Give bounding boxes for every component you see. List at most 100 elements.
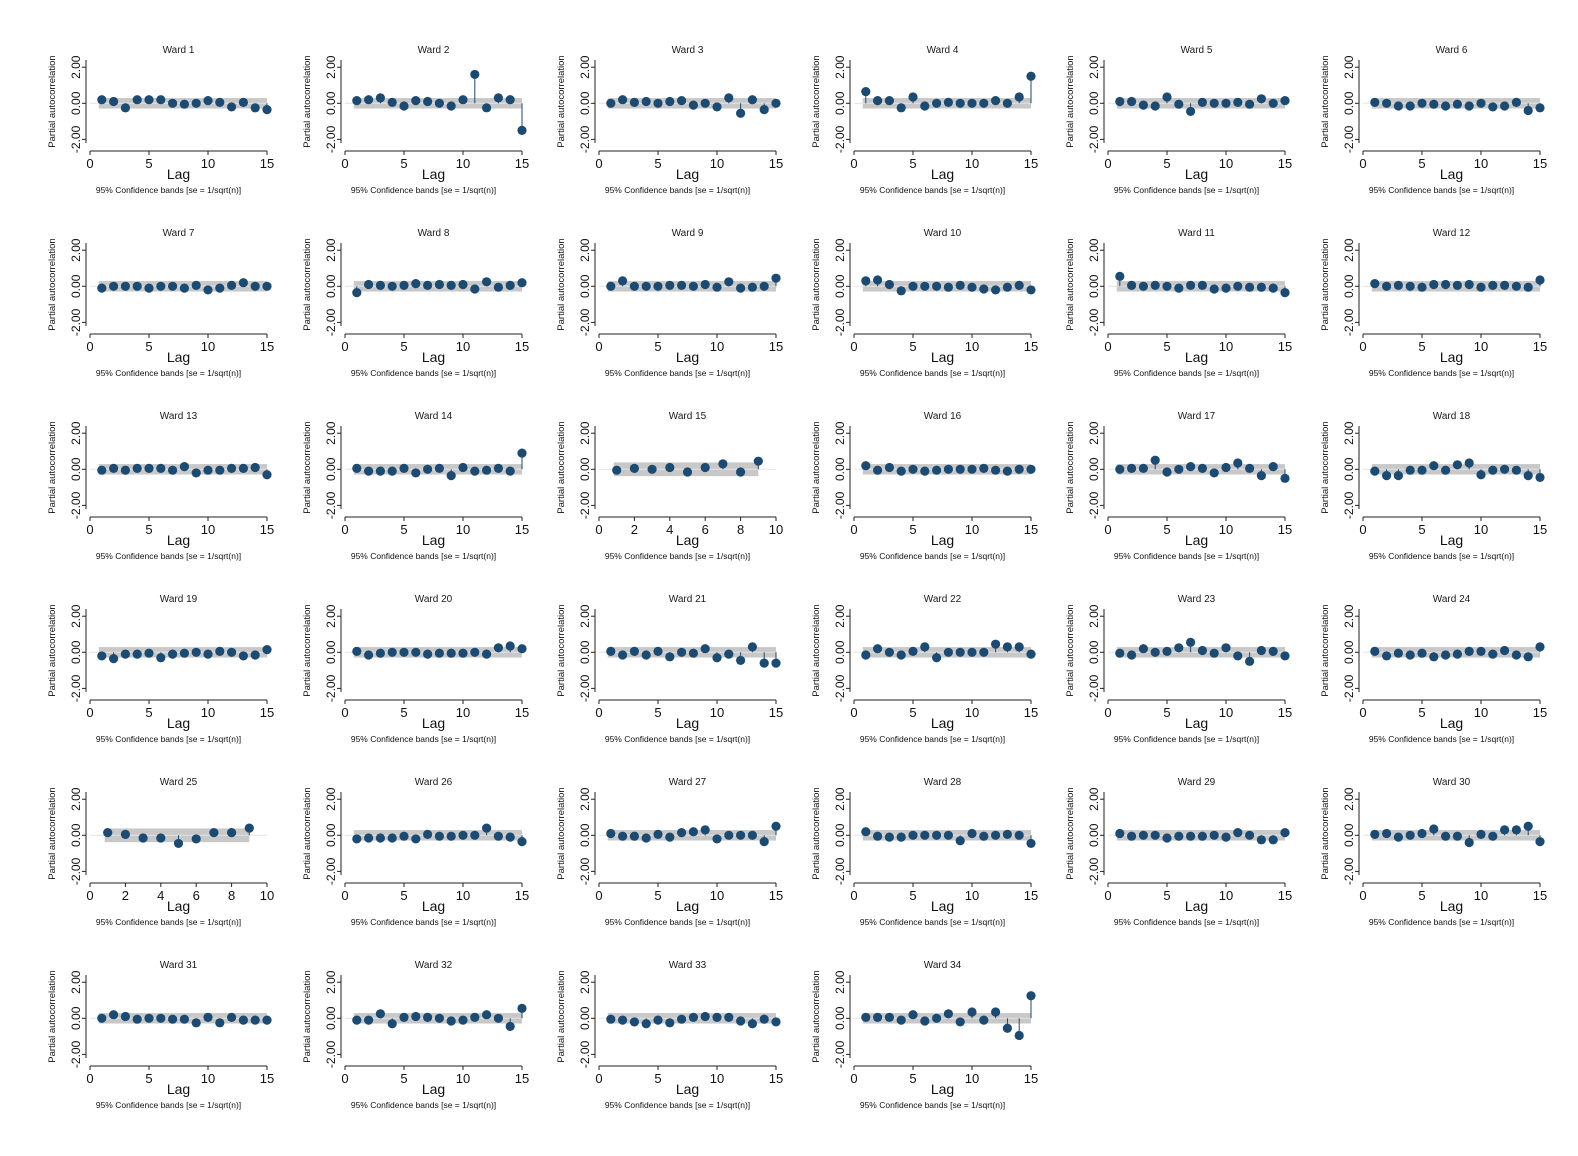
- y-tick-label: 2.00: [578, 421, 592, 445]
- x-tick-label: 5: [1163, 339, 1170, 354]
- y-tick-label: -2.00: [69, 125, 83, 153]
- pacf-point: [629, 281, 639, 291]
- x-tick-label: 15: [514, 888, 528, 903]
- y-axis-label: Partial autocorrelation: [47, 787, 58, 879]
- pacf-point: [156, 833, 166, 843]
- y-tick-label: 2.00: [578, 970, 592, 994]
- x-tick-label: 15: [769, 1071, 783, 1086]
- y-axis-label: Partial autocorrelation: [1320, 55, 1331, 147]
- pacf-point: [363, 279, 373, 290]
- pacf-point: [1487, 649, 1497, 659]
- pacf-point: [1256, 645, 1266, 656]
- pacf-point: [1221, 832, 1231, 842]
- x-tick-label: 0: [1359, 156, 1366, 171]
- pacf-point: [250, 281, 260, 291]
- pacf-point: [203, 1012, 213, 1023]
- y-tick-label: 2.00: [324, 970, 338, 994]
- confidence-note: 95% Confidence bands [se = 1/sqrt(n)]: [859, 551, 1004, 561]
- pacf-point: [771, 658, 781, 668]
- y-tick-label: 2.00: [578, 55, 592, 79]
- pacf-point: [1416, 648, 1427, 658]
- pacf-point: [144, 283, 154, 293]
- pacf-point: [1186, 637, 1196, 647]
- pacf-point: [955, 1017, 965, 1027]
- pacf-point: [1464, 837, 1474, 848]
- pacf-point: [759, 837, 769, 847]
- y-tick-label: -2.00: [833, 125, 847, 153]
- pacf-point: [1405, 281, 1415, 291]
- pacf-point: [1534, 642, 1545, 652]
- pacf-point: [1487, 831, 1497, 841]
- confidence-note: 95% Confidence bands [se = 1/sqrt(n)]: [1368, 368, 1513, 378]
- pacf-point: [1002, 1023, 1012, 1033]
- pacf-point: [978, 463, 988, 474]
- pacf-point: [398, 280, 409, 291]
- y-tick-label: 2.00: [69, 970, 83, 994]
- x-axis-label: Lag: [1185, 349, 1208, 365]
- x-tick-label: 10: [201, 339, 215, 354]
- panel-title: Ward 33: [669, 960, 707, 971]
- x-tick-label: 15: [1023, 156, 1037, 171]
- panel-title: Ward 15: [669, 411, 707, 422]
- pacf-point: [647, 464, 657, 474]
- x-tick-label: 15: [1278, 156, 1292, 171]
- y-axis-label: Partial autocorrelation: [556, 421, 567, 513]
- pacf-point: [363, 650, 373, 660]
- pacf-point: [1534, 837, 1545, 847]
- pacf-point: [238, 1015, 248, 1025]
- pacf-point: [1162, 281, 1172, 291]
- pacf-point: [410, 278, 420, 289]
- pacf-point: [653, 646, 663, 657]
- pacf-panel: Ward 28 -2.00 0.00 2.00 Partial autocorrelat…: [799, 772, 1055, 955]
- pacf-point: [1245, 830, 1255, 840]
- y-axis-label: Partial autocorrelation: [556, 787, 567, 879]
- y-axis-label: Partial autocorrelation: [47, 55, 58, 147]
- x-tick-label: 0: [850, 705, 857, 720]
- y-tick-label: -2.00: [324, 1040, 338, 1068]
- pacf-point: [1233, 281, 1243, 291]
- y-tick-label: 2.00: [833, 787, 847, 811]
- pacf-chart: Ward 1 -2.00 0.00 2.00 Partial autocorrelati…: [47, 45, 274, 195]
- x-tick-label: 10: [769, 522, 783, 537]
- y-tick-label: 2.00: [1342, 238, 1356, 262]
- pacf-panel: Ward 19 -2.00 0.00 2.00 Partial autocorrelat…: [35, 589, 291, 772]
- pacf-point: [120, 465, 130, 475]
- pacf-point: [422, 464, 432, 474]
- x-tick-label: 5: [1418, 888, 1425, 903]
- pacf-point: [884, 462, 894, 473]
- pacf-point: [1523, 821, 1533, 831]
- pacf-point: [884, 647, 894, 657]
- pacf-panel: Ward 8 -2.00 0.00 2.00 Partial autocorrelati…: [290, 223, 546, 406]
- x-tick-label: 0: [850, 156, 857, 171]
- pacf-point: [665, 1018, 675, 1028]
- pacf-point: [109, 1010, 119, 1020]
- y-axis-label: Partial autocorrelation: [811, 55, 822, 147]
- pacf-point: [688, 281, 698, 291]
- pacf-point: [1221, 462, 1231, 473]
- pacf-point: [493, 643, 503, 653]
- pacf-point: [238, 97, 248, 108]
- pacf-point: [1002, 98, 1012, 108]
- pacf-chart: Ward 18 -2.00 0.00 2.00 Partial autocorrelat…: [1320, 411, 1547, 561]
- x-tick-label: 0: [86, 522, 93, 537]
- y-tick-label: -2.00: [69, 308, 83, 336]
- x-axis-label: Lag: [676, 532, 699, 548]
- x-tick-label: 0: [595, 888, 602, 903]
- pacf-point: [688, 100, 698, 110]
- pacf-point: [457, 830, 468, 840]
- pacf-point: [516, 448, 527, 458]
- x-tick-label: 15: [260, 705, 274, 720]
- x-tick-label: 0: [850, 1071, 857, 1086]
- pacf-panel: Ward 11 -2.00 0.00 2.00 Partial autocorrelat…: [1053, 223, 1309, 406]
- confidence-note: 95% Confidence bands [se = 1/sqrt(n)]: [96, 368, 241, 378]
- pacf-point: [387, 833, 397, 843]
- pacf-point: [469, 830, 479, 840]
- pacf-point: [677, 1014, 687, 1024]
- pacf-point: [493, 93, 503, 103]
- y-tick-label: -2.00: [1087, 857, 1101, 885]
- pacf-point: [469, 466, 479, 476]
- x-tick-label: 0: [1104, 156, 1111, 171]
- x-tick-label: 5: [1418, 522, 1425, 537]
- pacf-point: [759, 105, 769, 115]
- panel-title: Ward 27: [669, 777, 707, 788]
